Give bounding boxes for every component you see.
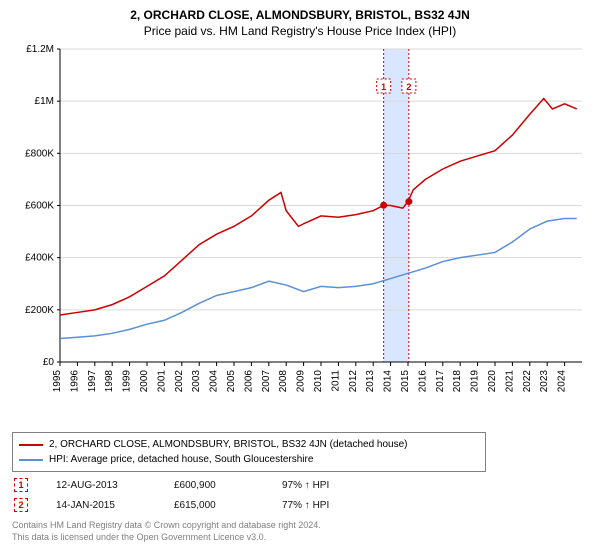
legend-label-1: 2, ORCHARD CLOSE, ALMONDSBURY, BRISTOL, … <box>49 437 407 452</box>
sale-row-1: 1 12-AUG-2013 £600,900 97% ↑ HPI <box>12 478 588 492</box>
svg-text:£200K: £200K <box>25 305 54 316</box>
svg-text:1996: 1996 <box>69 370 80 393</box>
svg-text:2019: 2019 <box>470 370 481 393</box>
legend: 2, ORCHARD CLOSE, ALMONDSBURY, BRISTOL, … <box>12 432 486 472</box>
sale-pct-1: 97% ↑ HPI <box>282 480 329 491</box>
svg-text:2022: 2022 <box>522 370 533 393</box>
svg-text:1998: 1998 <box>104 370 115 393</box>
svg-text:£0: £0 <box>43 357 55 368</box>
svg-text:£800K: £800K <box>25 148 54 159</box>
svg-text:2000: 2000 <box>139 370 150 393</box>
svg-text:2004: 2004 <box>209 370 220 393</box>
svg-text:2005: 2005 <box>226 370 237 393</box>
svg-text:2014: 2014 <box>383 370 394 393</box>
svg-text:2007: 2007 <box>261 370 272 393</box>
sale-date-2: 14-JAN-2015 <box>56 500 146 511</box>
legend-row-2: HPI: Average price, detached house, Sout… <box>19 452 479 467</box>
chart-area: £0 £200K £400K £600K £800K £1M £1.2M 1995 1996 19… <box>12 44 588 424</box>
svg-text:2: 2 <box>406 82 411 92</box>
license-text: Contains HM Land Registry data © Crown c… <box>12 520 588 543</box>
svg-text:2011: 2011 <box>330 370 341 392</box>
svg-text:2018: 2018 <box>452 370 463 393</box>
svg-text:2002: 2002 <box>174 370 185 393</box>
chart-title: 2, ORCHARD CLOSE, ALMONDSBURY, BRISTOL, … <box>12 8 588 22</box>
license-line-1: Contains HM Land Registry data © Crown c… <box>12 520 588 532</box>
sale-pct-2: 77% ↑ HPI <box>282 500 329 511</box>
svg-text:2020: 2020 <box>487 370 498 393</box>
sale-price-1: £600,900 <box>174 480 254 491</box>
chart-subtitle: Price paid vs. HM Land Registry's House … <box>12 24 588 38</box>
sale-marker-2: 2 <box>14 498 28 512</box>
svg-text:1995: 1995 <box>52 370 63 393</box>
svg-text:2009: 2009 <box>296 370 307 393</box>
svg-text:1999: 1999 <box>122 370 133 393</box>
svg-text:2016: 2016 <box>417 370 428 393</box>
svg-text:2001: 2001 <box>156 370 167 393</box>
line-chart: £0 £200K £400K £600K £800K £1M £1.2M 1995 1996 19… <box>12 44 588 424</box>
legend-row-1: 2, ORCHARD CLOSE, ALMONDSBURY, BRISTOL, … <box>19 437 479 452</box>
svg-text:2023: 2023 <box>539 370 550 393</box>
svg-text:2013: 2013 <box>365 370 376 393</box>
svg-text:2003: 2003 <box>191 370 202 393</box>
legend-swatch-2 <box>19 459 43 461</box>
svg-text:£1M: £1M <box>35 96 54 107</box>
svg-text:£400K: £400K <box>25 253 54 264</box>
svg-text:2010: 2010 <box>313 370 324 393</box>
svg-text:£1.2M: £1.2M <box>26 44 54 55</box>
license-line-2: This data is licensed under the Open Gov… <box>12 532 588 544</box>
svg-text:2015: 2015 <box>400 370 411 393</box>
svg-text:2021: 2021 <box>504 370 515 393</box>
sale-price-2: £615,000 <box>174 500 254 511</box>
legend-swatch-1 <box>19 444 43 446</box>
legend-label-2: HPI: Average price, detached house, Sout… <box>49 452 313 467</box>
svg-text:2006: 2006 <box>243 370 254 393</box>
svg-text:£600K: £600K <box>25 201 54 212</box>
sale-row-2: 2 14-JAN-2015 £615,000 77% ↑ HPI <box>12 498 588 512</box>
svg-text:1: 1 <box>381 82 386 92</box>
svg-text:1997: 1997 <box>87 370 98 393</box>
svg-text:2017: 2017 <box>435 370 446 393</box>
svg-text:2024: 2024 <box>557 370 568 393</box>
svg-text:2012: 2012 <box>348 370 359 393</box>
svg-text:2008: 2008 <box>278 370 289 393</box>
sale-date-1: 12-AUG-2013 <box>56 480 146 491</box>
sale-marker-1: 1 <box>14 478 28 492</box>
